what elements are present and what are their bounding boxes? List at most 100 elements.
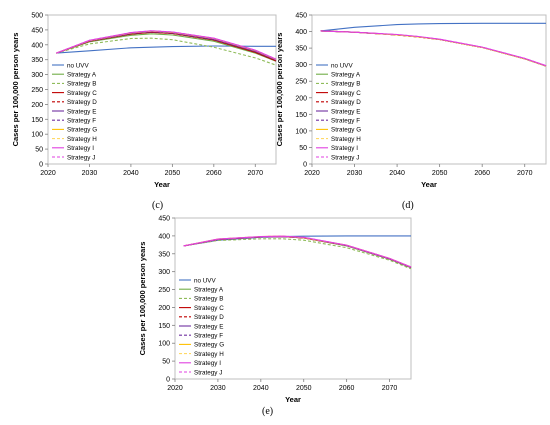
x-tick-label: 2060: [206, 170, 222, 177]
y-tick-label: 350: [158, 251, 170, 258]
legend-entry: Strategy E: [67, 108, 96, 115]
series-line-strategy-d: [183, 236, 412, 268]
chart-panel-d: 0 50 100 150 200 250 300 350 400 450 2020 2030 2040 2…: [270, 0, 550, 215]
y-tick-label: 400: [158, 233, 170, 240]
y-tick-label: 250: [31, 87, 43, 94]
x-tick-label: 2040: [123, 170, 139, 177]
y-tick-label: 250: [158, 287, 170, 294]
x-axis-label: Year: [154, 180, 170, 189]
y-tick-label: 100: [295, 128, 307, 135]
series-line-no-uvv: [320, 22, 546, 32]
legend-entry: Strategy E: [331, 108, 360, 115]
y-axis-label: Cases per 100,000 person years: [138, 242, 147, 356]
legend-entry: Strategy F: [194, 333, 223, 340]
legend-entry: Strategy G: [331, 127, 361, 134]
y-tick-label: 0: [39, 162, 43, 169]
series-line-strategy-g: [183, 235, 412, 268]
legend-entry: Strategy H: [67, 136, 97, 143]
y-tick-label: 0: [303, 162, 307, 169]
x-tick-label: 2050: [296, 385, 312, 392]
y-tick-label: 50: [162, 359, 170, 366]
y-tick-label: 350: [31, 57, 43, 64]
legend-entry: Strategy H: [331, 136, 361, 143]
x-tick-label: 2030: [82, 170, 98, 177]
legend-entry: Strategy C: [194, 305, 224, 312]
y-tick-label: 250: [295, 79, 307, 86]
legend-entry: Strategy A: [67, 72, 97, 79]
y-tick-label: 200: [295, 95, 307, 102]
series-line-strategy-j: [183, 235, 412, 268]
x-tick-label: 2020: [167, 385, 183, 392]
legend-entry: Strategy F: [331, 118, 360, 125]
panel-label-d: (d): [402, 200, 414, 211]
y-tick-label: 200: [31, 102, 43, 109]
series-line-strategy-c: [183, 236, 412, 268]
legend-entry: Strategy A: [194, 287, 224, 294]
legend-entry: Strategy B: [67, 81, 96, 88]
legend-entry: Strategy C: [67, 90, 97, 97]
y-tick-label: 400: [295, 29, 307, 36]
x-tick-label: 2070: [382, 385, 398, 392]
series-line-strategy-b: [320, 30, 547, 67]
x-tick-label: 2050: [432, 170, 448, 177]
series-line-strategy-i: [183, 235, 412, 268]
y-tick-label: 100: [31, 132, 43, 139]
panel-label-e: (e): [262, 406, 274, 417]
series-line-strategy-f: [320, 30, 547, 67]
y-axis-label: Cases per 100,000 person years: [11, 33, 20, 147]
legend-entry: Strategy D: [331, 99, 361, 106]
chart-panel-e: 0 50 100 150 200 250 300 350 400 450 2020 2030 2040 2…: [135, 210, 415, 425]
legend-entry: Strategy J: [67, 154, 95, 161]
series-line-strategy-a: [320, 30, 547, 67]
x-tick-label: 2070: [247, 170, 263, 177]
y-tick-label: 450: [158, 216, 170, 223]
chart-panel-c: 0 50 100 150 200 250 300 350 400 450 500 2020 2030 20…: [0, 0, 280, 215]
y-tick-label: 100: [158, 341, 170, 348]
x-tick-label: 2040: [253, 385, 269, 392]
y-tick-label: 50: [35, 147, 43, 154]
x-tick-label: 2060: [339, 385, 355, 392]
series-line-strategy-a: [56, 33, 277, 62]
legend-entry: Strategy D: [67, 99, 97, 106]
legend-entry: Strategy H: [194, 351, 224, 358]
series-line-strategy-i: [320, 30, 547, 67]
series-line-strategy-f: [183, 236, 412, 268]
y-tick-label: 350: [295, 46, 307, 53]
series-line-strategy-c: [320, 30, 547, 67]
chart-e-svg: 0 50 100 150 200 250 300 350 400 450 2020 2030 2040 2…: [138, 216, 412, 404]
y-tick-label: 400: [31, 42, 43, 49]
series-line-strategy-g: [320, 30, 547, 67]
y-tick-label: 150: [295, 112, 307, 119]
series-line-strategy-e: [183, 236, 412, 268]
legend-entry: Strategy B: [194, 296, 223, 303]
x-tick-label: 2060: [474, 170, 490, 177]
series-line-strategy-e: [320, 30, 547, 67]
panel-label-c: (c): [152, 200, 164, 211]
x-tick-label: 2020: [304, 170, 320, 177]
legend-entry: Strategy J: [194, 369, 222, 376]
x-tick-label: 2070: [517, 170, 533, 177]
series-line-strategy-h: [183, 235, 412, 268]
y-tick-label: 150: [158, 323, 170, 330]
series-line-strategy-j: [320, 30, 547, 67]
legend-entry: Strategy C: [331, 90, 361, 97]
y-tick-label: 200: [158, 305, 170, 312]
legend-entry: Strategy J: [331, 154, 359, 161]
y-tick-label: 150: [31, 117, 43, 124]
legend-entry: Strategy G: [67, 127, 97, 134]
legend-entry: no UVV: [194, 277, 217, 284]
x-tick-label: 2030: [210, 385, 226, 392]
series-line-strategy-b: [56, 37, 277, 66]
x-tick-label: 2050: [165, 170, 181, 177]
legend-entry: Strategy B: [331, 81, 360, 88]
y-tick-label: 300: [295, 62, 307, 69]
x-tick-label: 2020: [40, 170, 56, 177]
legend-entry: Strategy A: [331, 72, 361, 79]
x-axis-label: Year: [285, 395, 301, 404]
x-tick-label: 2030: [347, 170, 363, 177]
legend-entry: no UVV: [67, 62, 90, 69]
legend-entry: Strategy I: [331, 145, 358, 152]
y-tick-label: 300: [158, 269, 170, 276]
y-tick-label: 500: [31, 13, 43, 20]
plot-frame: [174, 217, 412, 380]
